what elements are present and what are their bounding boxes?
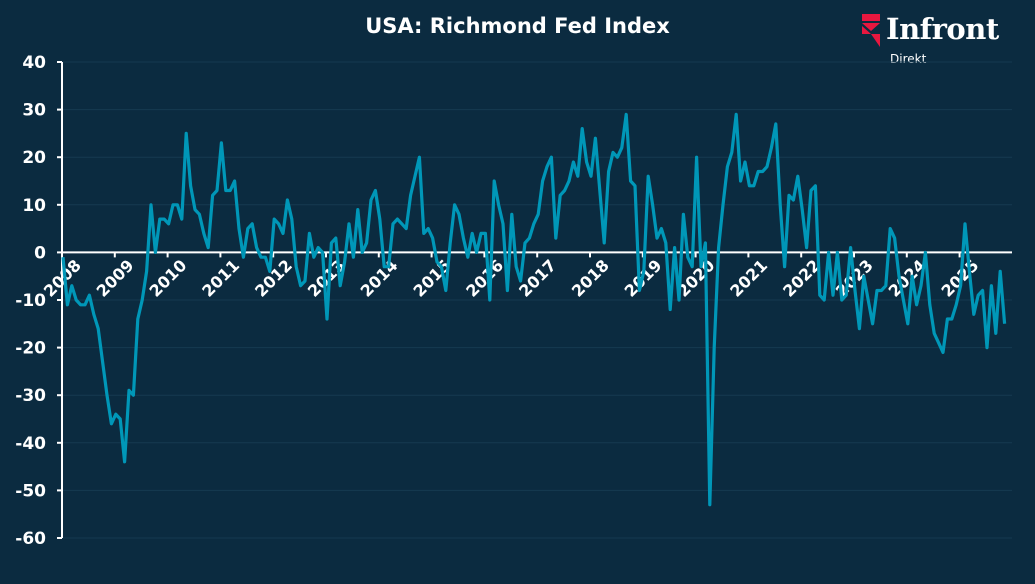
series-line-richmond-fed-index (61, 112, 1007, 507)
y-tick-label: 40 (22, 53, 46, 73)
y-tick-label: 20 (22, 148, 46, 168)
x-tick-label: 2021 (726, 256, 771, 301)
y-tick-label: -10 (15, 291, 46, 311)
y-tick-label: -30 (15, 386, 46, 406)
y-tick-label: -40 (15, 434, 46, 454)
infront-logo-mark-icon (862, 14, 880, 47)
x-tick-label: 2018 (568, 256, 613, 301)
y-tick-label: 10 (22, 196, 46, 216)
x-tick-label: 2010 (146, 256, 191, 301)
chart-title: USA: Richmond Fed Index (365, 14, 670, 38)
logo-wordmark: Infront (886, 12, 999, 46)
y-tick-label: -20 (15, 339, 46, 359)
x-tick-label: 2012 (251, 256, 296, 301)
x-tick-label: 2009 (93, 256, 138, 301)
y-tick-label: 0 (34, 243, 46, 263)
y-tick-label: -60 (15, 529, 46, 549)
y-tick-label: -50 (15, 481, 46, 501)
y-tick-label: 30 (22, 101, 46, 121)
x-tick-label: 2016 (462, 256, 507, 301)
x-tick-label: 2014 (357, 256, 402, 301)
x-tick-label: 2011 (198, 256, 243, 301)
